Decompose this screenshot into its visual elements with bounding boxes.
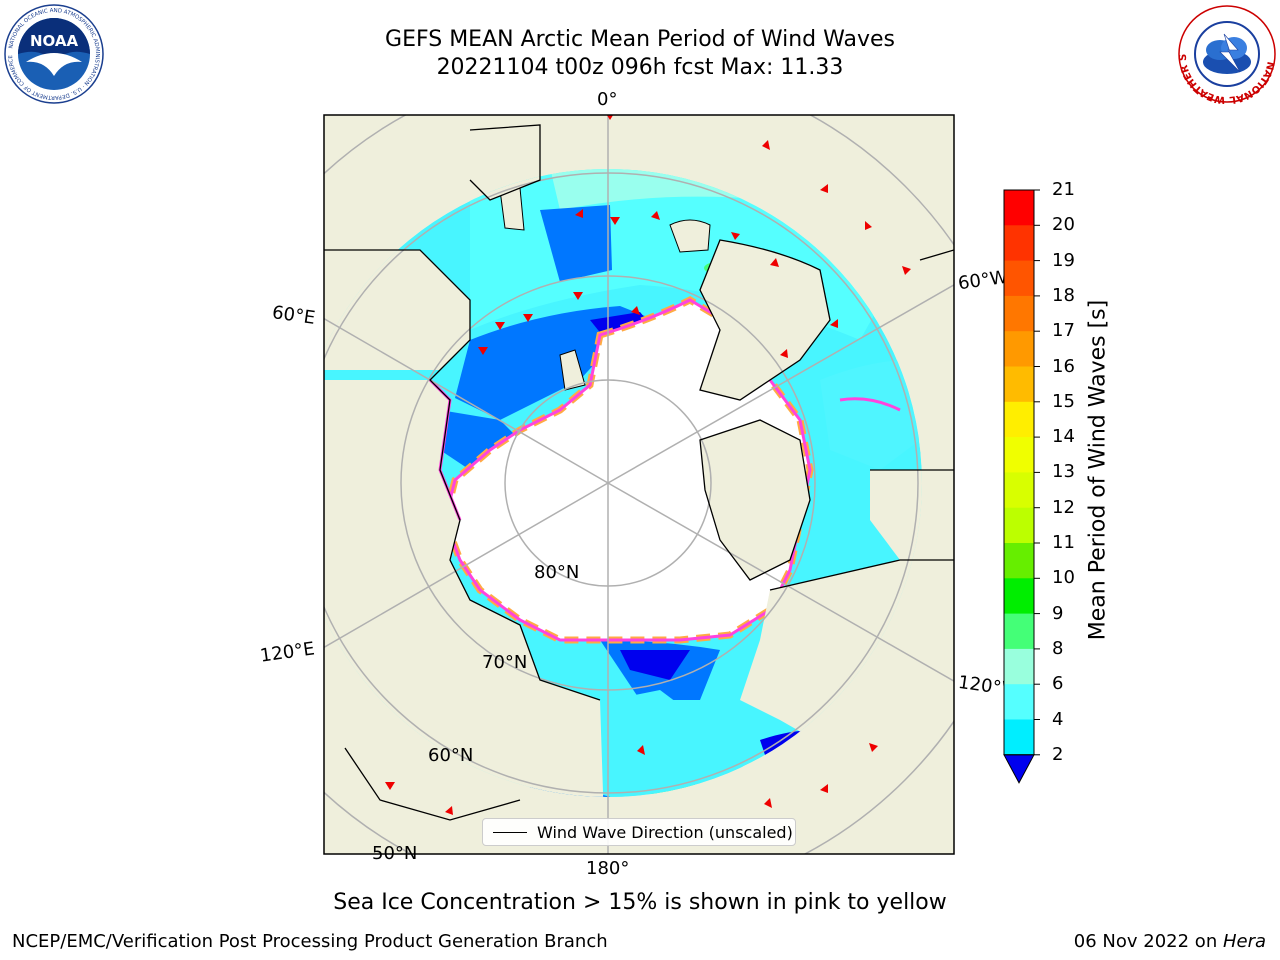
colorbar-extend-arrow (1003, 754, 1035, 784)
colorbar-tick-label: 19 (1052, 249, 1075, 271)
lat-label-50n: 50°N (372, 843, 418, 864)
legend-line-icon (493, 831, 527, 833)
colorbar-tick-label: 12 (1052, 496, 1075, 518)
footer-host: Hera (1222, 931, 1266, 952)
noaa-logo: NOAA NATIONAL OCEANIC AND ATMOSPHERIC AD… (4, 4, 104, 104)
lon-label-0: 0° (597, 89, 618, 110)
lat-label-60n: 60°N (428, 745, 474, 766)
canadian-archipelago (700, 420, 810, 580)
colorbar-tick-label: 20 (1052, 214, 1075, 236)
colorbar-label: Mean Period of Wind Waves [s] (1085, 299, 1111, 641)
colorbar-tick-label: 11 (1052, 532, 1075, 553)
colorbar-segment (1004, 331, 1034, 367)
colorbar-segment (1004, 295, 1034, 332)
colorbar-tick-label: 10 (1052, 567, 1075, 589)
colorbar-tick-label: 21 (1052, 179, 1075, 200)
map-frame (323, 114, 955, 855)
lat-label-80n: 80°N (534, 562, 580, 583)
colorbar-segment (1004, 543, 1034, 579)
colorbar-segment (1004, 613, 1034, 650)
chart-subtitle: 20221104 t00z 096h fcst Max: 11.33 (436, 55, 844, 80)
footer-credit: NCEP/EMC/Verification Post Processing Pr… (12, 931, 608, 952)
map-legend: Wind Wave Direction (unscaled) (482, 818, 796, 846)
legend-label: Wind Wave Direction (unscaled) (537, 822, 793, 842)
colorbar-segment (1004, 472, 1034, 509)
footer-date-text: 06 Nov 2022 on (1073, 931, 1223, 952)
colorbar (1003, 189, 1040, 784)
colorbar-segment (1004, 401, 1034, 438)
colorbar-segment (1004, 366, 1034, 403)
colorbar-segment (1004, 225, 1034, 262)
wave-direction-arrows (385, 115, 911, 815)
colorbar-tick-label: 13 (1052, 461, 1075, 483)
colorbar-tick-label: 16 (1052, 355, 1075, 377)
colorbar-tick-label: 14 (1052, 426, 1075, 448)
colorbar-segment (1004, 437, 1034, 473)
greenland (700, 240, 830, 400)
colorbar-tick-label: 18 (1052, 284, 1075, 306)
coastlines (324, 124, 954, 821)
colorbar-segment (1004, 507, 1034, 544)
colorbar-tick-label: 17 (1052, 320, 1075, 342)
colorbar-segment (1004, 684, 1034, 720)
colorbar-segment (1004, 719, 1034, 756)
colorbar-tick-label: 4 (1052, 708, 1064, 730)
colorbar-segment (1004, 260, 1034, 297)
colorbar-segment (1004, 578, 1034, 615)
nws-logo: NATIONAL WEATHER SERVICE (1176, 4, 1276, 104)
colorbar-segment (1004, 648, 1034, 685)
lat-label-70n: 70°N (482, 652, 528, 673)
noaa-logo-text: NOAA (30, 32, 79, 50)
colorbar-tick-label: 8 (1052, 637, 1064, 659)
colorbar-tick-label: 9 (1052, 602, 1064, 624)
footer-date: 06 Nov 2022 on Hera (1074, 931, 1266, 952)
colorbar-tick-label: 6 (1052, 673, 1064, 695)
sea-ice-caption: Sea Ice Concentration > 15% is shown in … (333, 890, 947, 915)
chart-title: GEFS MEAN Arctic Mean Period of Wind Wav… (385, 27, 895, 52)
lon-label-180: 180° (586, 858, 630, 879)
colorbar-tick-label: 2 (1052, 743, 1064, 765)
colorbar-segment (1004, 190, 1034, 226)
colorbar-tick-label: 15 (1052, 390, 1075, 412)
